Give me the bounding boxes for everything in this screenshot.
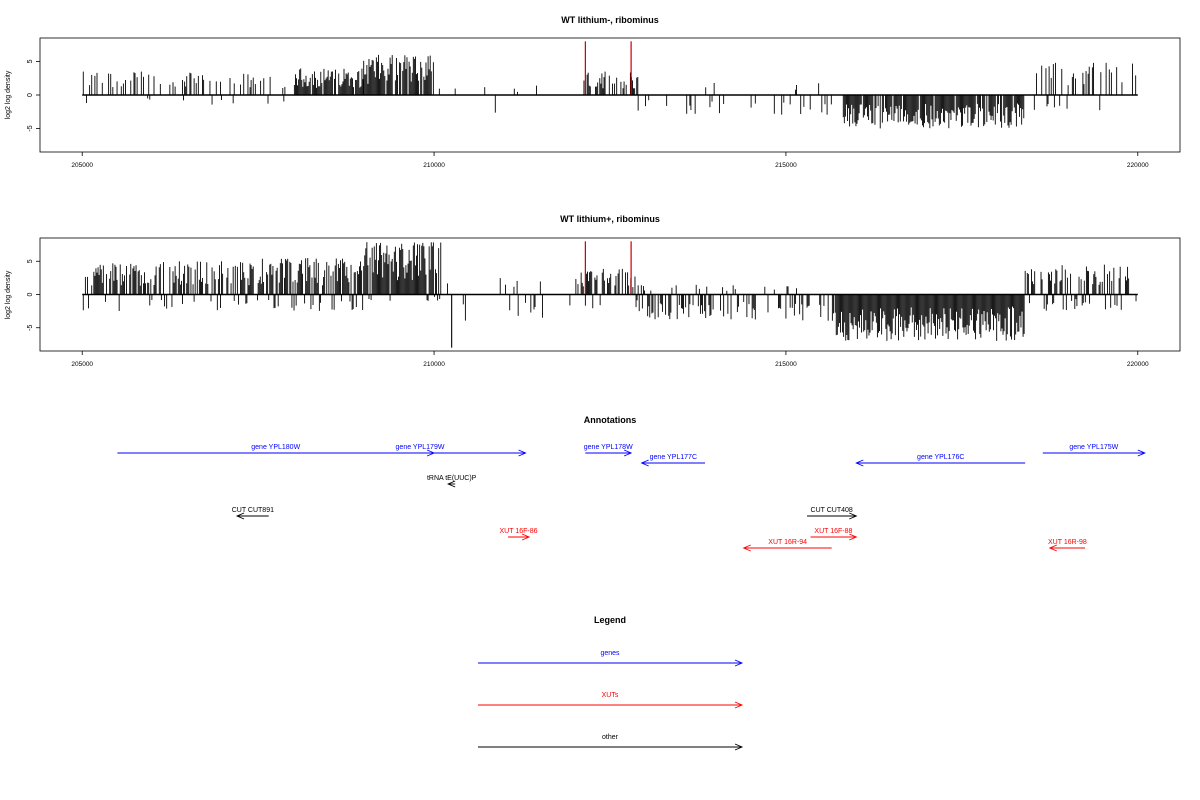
y-tick-label: 5 xyxy=(27,59,34,63)
annotation-label: XUT 16R-98 xyxy=(1048,539,1087,546)
annotations-panel: Annotations gene YPL180W gene YPL179W gene… xyxy=(117,415,1146,552)
legend-entry-other: other xyxy=(478,734,744,751)
panel-1-signal-bars xyxy=(82,41,1138,129)
annotation-feature: gene YPL177C xyxy=(640,454,705,467)
annotation-feature: XUT 16R-98 xyxy=(1048,539,1087,552)
annotations-title: Annotations xyxy=(584,415,637,425)
annotation-label: CUT CUT891 xyxy=(232,507,274,514)
annotation-label: gene YPL179W xyxy=(396,444,445,451)
panel-1-y-axis: 5 0 -5 xyxy=(27,59,40,132)
annotation-feature: XUT 16R-94 xyxy=(742,539,832,552)
annotation-label: tRNA tE(UUC)P xyxy=(427,475,477,482)
legend-label: XUTs xyxy=(602,692,619,699)
annotation-feature: gene YPL180W xyxy=(117,444,436,457)
panel-2-x-axis: 205000 210000 215000 220000 xyxy=(71,351,1149,368)
x-tick-label: 205000 xyxy=(71,361,93,368)
annotation-label: gene YPL177C xyxy=(650,454,697,461)
legend-title: Legend xyxy=(594,615,626,625)
x-tick-label: 220000 xyxy=(1127,361,1149,368)
annotation-arrow-arrowhead xyxy=(742,544,751,552)
panel-1-x-axis: 205000 210000 215000 220000 xyxy=(71,152,1149,169)
annotation-arrow-arrowhead xyxy=(640,459,649,467)
legend-entry-xut: XUTs xyxy=(478,692,744,709)
x-tick-label: 220000 xyxy=(1127,162,1149,169)
legend-label: other xyxy=(602,734,619,741)
annotation-label: XUT 16R-94 xyxy=(768,539,807,546)
annotation-feature: CUT CUT891 xyxy=(232,507,274,520)
annotation-arrow-arrowhead xyxy=(518,449,527,457)
annotation-feature: gene YPL175W xyxy=(1042,444,1146,457)
annotation-feature: XUT 16F-88 xyxy=(810,528,858,541)
annotation-label: CUT CUT408 xyxy=(811,507,853,514)
x-tick-label: 210000 xyxy=(423,361,445,368)
panel-2-signal-bars xyxy=(82,241,1138,348)
annotation-feature: gene YPL176C xyxy=(855,454,1026,467)
legend-arrow-arrowhead xyxy=(734,659,744,667)
x-tick-label: 215000 xyxy=(775,361,797,368)
annotation-feature: tRNA tE(UUC)P xyxy=(427,475,477,488)
x-tick-label: 210000 xyxy=(423,162,445,169)
panel-2-ylabel: log2 log density xyxy=(5,270,12,319)
track-panel-lithium-minus: WT lithium-, ribominus log2 log density … xyxy=(5,15,1181,169)
annotation-label: gene YPL180W xyxy=(251,444,300,451)
annotation-arrow-arrowhead xyxy=(849,533,858,541)
annotation-arrow-arrowhead xyxy=(849,512,858,520)
legend-arrow-arrowhead xyxy=(734,701,744,709)
y-tick-label: -5 xyxy=(27,325,34,331)
annotation-label: gene YPL178W xyxy=(584,444,633,451)
y-tick-label: -5 xyxy=(27,125,34,131)
annotation-feature: CUT CUT408 xyxy=(807,507,858,520)
panel-1-title: WT lithium-, ribominus xyxy=(561,15,659,25)
annotation-arrow-arrowhead xyxy=(521,533,531,541)
annotation-label: gene YPL175W xyxy=(1069,444,1118,451)
annotation-label: XUT 16F-86 xyxy=(500,528,538,535)
annotation-arrow-arrowhead xyxy=(447,480,456,488)
annotation-arrow-arrowhead xyxy=(1137,449,1146,457)
x-tick-label: 205000 xyxy=(71,162,93,169)
legend-arrow-arrowhead xyxy=(734,743,744,751)
x-tick-label: 215000 xyxy=(775,162,797,169)
annotation-arrow-arrowhead xyxy=(1048,544,1057,552)
annotation-label: gene YPL176C xyxy=(917,454,964,461)
legend-panel: Legend genes XUTs other xyxy=(478,615,744,751)
y-tick-label: 0 xyxy=(27,93,34,97)
track-panel-lithium-plus: WT lithium+, ribominus log2 log density … xyxy=(5,214,1181,368)
annotation-arrow-arrowhead xyxy=(855,459,864,467)
annotation-arrow-arrowhead xyxy=(623,449,633,457)
annotation-arrow-arrowhead xyxy=(235,512,245,520)
annotation-feature: gene YPL179W xyxy=(314,444,527,457)
y-tick-label: 5 xyxy=(27,259,34,263)
annotation-feature: gene YPL178W xyxy=(584,444,633,457)
legend-entries: genes XUTs other xyxy=(478,650,744,751)
panel-2-y-axis: 5 0 -5 xyxy=(27,259,40,331)
legend-entry-gene: genes xyxy=(478,650,744,667)
legend-label: genes xyxy=(600,650,620,657)
annotation-features: gene YPL180W gene YPL179W gene YPL178W gene… xyxy=(117,444,1146,552)
y-tick-label: 0 xyxy=(27,292,34,296)
annotation-feature: XUT 16F-86 xyxy=(500,528,538,541)
panel-2-title: WT lithium+, ribominus xyxy=(560,214,660,224)
annotation-label: XUT 16F-88 xyxy=(814,528,852,535)
panel-1-ylabel: log2 log density xyxy=(5,70,12,119)
